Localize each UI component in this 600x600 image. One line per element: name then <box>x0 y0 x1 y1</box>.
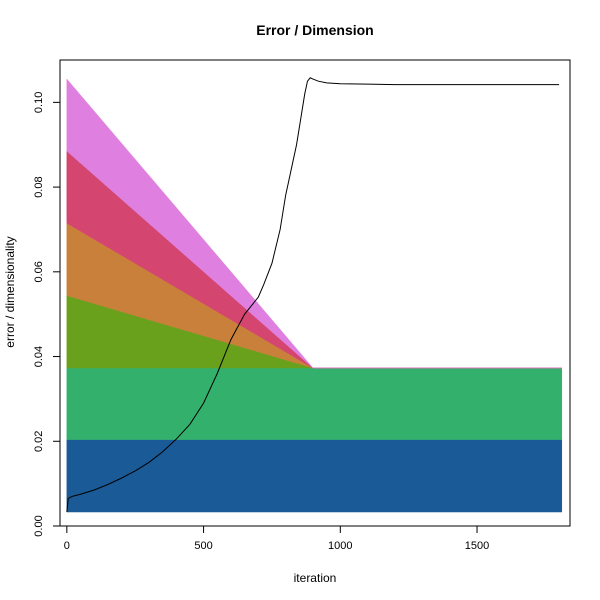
y-tick-label: 0.02 <box>33 431 45 452</box>
band-2 <box>66 367 563 440</box>
chart-title: Error / Dimension <box>256 22 373 38</box>
line-layer <box>66 77 560 513</box>
x-axis-label: iteration <box>294 571 337 585</box>
y-axis-label: error / dimensionality <box>3 236 17 347</box>
y-tick-label: 0.10 <box>33 92 45 113</box>
y-tick-label: 0.06 <box>33 261 45 282</box>
x-tick-label: 1500 <box>465 540 489 552</box>
y-tick-label: 0.00 <box>33 515 45 536</box>
band-6 <box>66 78 562 369</box>
x-tick-label: 1000 <box>328 540 352 552</box>
x-axis: 0 500 1000 1500 <box>64 525 489 552</box>
y-axis: 0.00 0.02 0.04 0.06 0.08 0.10 <box>33 92 61 537</box>
error-line <box>66 77 560 513</box>
x-tick-label: 0 <box>64 540 70 552</box>
band-1 <box>66 439 563 513</box>
y-tick-label: 0.04 <box>33 346 45 367</box>
y-tick-label: 0.08 <box>33 176 45 197</box>
x-tick-label: 500 <box>194 540 212 552</box>
bands-layer <box>66 78 563 513</box>
